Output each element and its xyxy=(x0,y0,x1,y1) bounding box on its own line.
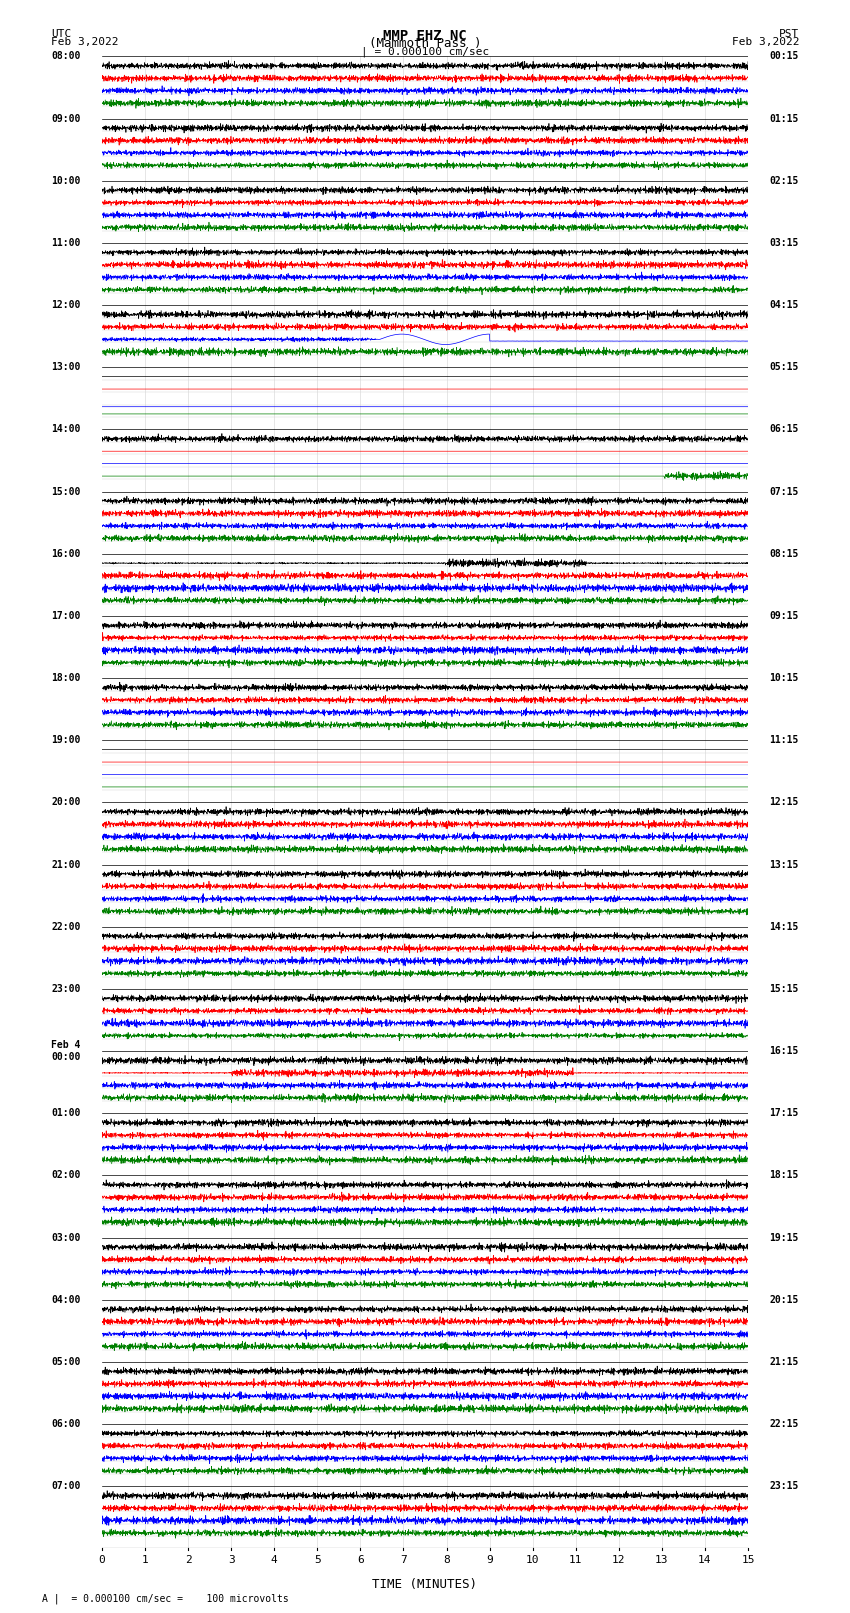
Text: | = 0.000100 cm/sec: | = 0.000100 cm/sec xyxy=(361,47,489,58)
Text: 15:00: 15:00 xyxy=(51,487,81,497)
Text: 03:00: 03:00 xyxy=(51,1232,81,1242)
Text: 19:15: 19:15 xyxy=(769,1232,799,1242)
Text: 09:00: 09:00 xyxy=(51,113,81,124)
Text: 10: 10 xyxy=(526,1555,540,1565)
Text: 06:15: 06:15 xyxy=(769,424,799,434)
Text: 2: 2 xyxy=(184,1555,191,1565)
Text: UTC: UTC xyxy=(51,29,71,39)
Text: 14: 14 xyxy=(698,1555,711,1565)
Text: 16:00: 16:00 xyxy=(51,548,81,558)
Text: 05:00: 05:00 xyxy=(51,1357,81,1366)
Text: 03:15: 03:15 xyxy=(769,239,799,248)
Text: 20:00: 20:00 xyxy=(51,797,81,808)
Text: 3: 3 xyxy=(228,1555,235,1565)
Text: 12: 12 xyxy=(612,1555,626,1565)
Text: 02:15: 02:15 xyxy=(769,176,799,185)
Text: 02:00: 02:00 xyxy=(51,1171,81,1181)
Text: 01:00: 01:00 xyxy=(51,1108,81,1118)
Text: 04:15: 04:15 xyxy=(769,300,799,310)
Text: 11: 11 xyxy=(569,1555,582,1565)
Text: 10:00: 10:00 xyxy=(51,176,81,185)
Text: 13:15: 13:15 xyxy=(769,860,799,869)
Text: 1: 1 xyxy=(142,1555,149,1565)
Text: 09:15: 09:15 xyxy=(769,611,799,621)
Text: Feb 3,2022: Feb 3,2022 xyxy=(51,37,118,47)
Text: 18:15: 18:15 xyxy=(769,1171,799,1181)
Text: 18:00: 18:00 xyxy=(51,673,81,684)
Text: 12:00: 12:00 xyxy=(51,300,81,310)
Text: 14:15: 14:15 xyxy=(769,921,799,932)
Text: 17:00: 17:00 xyxy=(51,611,81,621)
Text: 23:00: 23:00 xyxy=(51,984,81,994)
Text: 08:00: 08:00 xyxy=(51,52,81,61)
Text: A |  = 0.000100 cm/sec =    100 microvolts: A | = 0.000100 cm/sec = 100 microvolts xyxy=(42,1594,289,1605)
Text: 00:15: 00:15 xyxy=(769,52,799,61)
Text: 21:00: 21:00 xyxy=(51,860,81,869)
Text: 17:15: 17:15 xyxy=(769,1108,799,1118)
Text: 20:15: 20:15 xyxy=(769,1295,799,1305)
Text: 04:00: 04:00 xyxy=(51,1295,81,1305)
Text: 19:00: 19:00 xyxy=(51,736,81,745)
Text: 15:15: 15:15 xyxy=(769,984,799,994)
Text: 06:00: 06:00 xyxy=(51,1419,81,1429)
Text: 13:00: 13:00 xyxy=(51,363,81,373)
Text: 15: 15 xyxy=(741,1555,755,1565)
Text: 11:15: 11:15 xyxy=(769,736,799,745)
Text: 10:15: 10:15 xyxy=(769,673,799,684)
Text: 14:00: 14:00 xyxy=(51,424,81,434)
Text: 22:15: 22:15 xyxy=(769,1419,799,1429)
Text: 4: 4 xyxy=(271,1555,278,1565)
Text: 0: 0 xyxy=(99,1555,105,1565)
Text: 5: 5 xyxy=(314,1555,320,1565)
Text: Feb 4
00:00: Feb 4 00:00 xyxy=(51,1040,81,1061)
Text: 9: 9 xyxy=(486,1555,493,1565)
Text: 23:15: 23:15 xyxy=(769,1481,799,1492)
Text: 07:15: 07:15 xyxy=(769,487,799,497)
Text: TIME (MINUTES): TIME (MINUTES) xyxy=(372,1578,478,1590)
Text: 07:00: 07:00 xyxy=(51,1481,81,1492)
Text: 12:15: 12:15 xyxy=(769,797,799,808)
Text: PST: PST xyxy=(779,29,799,39)
Text: 6: 6 xyxy=(357,1555,364,1565)
Text: 05:15: 05:15 xyxy=(769,363,799,373)
Text: MMP EHZ NC: MMP EHZ NC xyxy=(383,29,467,44)
Text: 22:00: 22:00 xyxy=(51,921,81,932)
Text: 16:15: 16:15 xyxy=(769,1047,799,1057)
Text: Feb 3,2022: Feb 3,2022 xyxy=(732,37,799,47)
Text: 01:15: 01:15 xyxy=(769,113,799,124)
Text: 7: 7 xyxy=(400,1555,407,1565)
Text: 13: 13 xyxy=(655,1555,669,1565)
Text: (Mammoth Pass ): (Mammoth Pass ) xyxy=(369,37,481,50)
Text: 8: 8 xyxy=(443,1555,450,1565)
Text: 08:15: 08:15 xyxy=(769,548,799,558)
Text: 21:15: 21:15 xyxy=(769,1357,799,1366)
Text: 11:00: 11:00 xyxy=(51,239,81,248)
